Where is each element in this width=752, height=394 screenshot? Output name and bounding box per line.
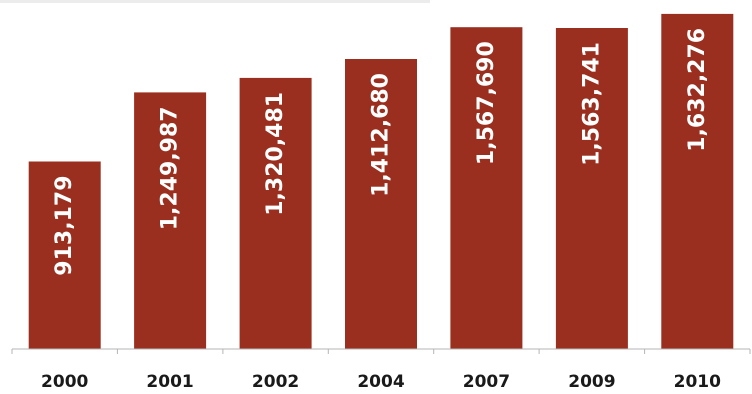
x-tick-label-2001: 2001 bbox=[146, 372, 193, 392]
x-tick-label-2004: 2004 bbox=[357, 372, 404, 392]
x-tick-label-2010: 2010 bbox=[674, 372, 721, 392]
x-tick-label-2000: 2000 bbox=[41, 372, 88, 392]
x-tick-label-2009: 2009 bbox=[568, 372, 615, 392]
value-label-2002: 1,320,481 bbox=[263, 92, 288, 216]
value-label-2004: 1,412,680 bbox=[369, 73, 394, 197]
bar-2001 bbox=[134, 92, 207, 350]
x-ticks-layer: 2000 2001 2002 2004 2007 2009 2010 bbox=[11, 349, 751, 392]
bars-layer bbox=[28, 13, 734, 350]
value-label-2010: 1,632,276 bbox=[685, 28, 710, 152]
value-label-2001: 1,249,987 bbox=[158, 106, 183, 230]
value-label-2000: 913,179 bbox=[52, 176, 77, 276]
bar-2010 bbox=[661, 13, 734, 350]
bar-2004 bbox=[345, 59, 417, 349]
value-label-2009: 1,563,741 bbox=[579, 42, 604, 166]
x-tick-label-2002: 2002 bbox=[252, 372, 299, 392]
bar-2009 bbox=[555, 28, 628, 349]
bar-2007 bbox=[450, 27, 523, 349]
bar-2002 bbox=[239, 77, 312, 350]
bar-2000 bbox=[28, 161, 101, 349]
header-strip bbox=[0, 0, 430, 3]
x-tick-label-2007: 2007 bbox=[463, 372, 510, 392]
value-labels-layer: 913,179 1,249,987 1,320,481 1,412,680 1,567,… bbox=[52, 28, 710, 276]
value-label-2007: 1,567,690 bbox=[474, 41, 499, 165]
